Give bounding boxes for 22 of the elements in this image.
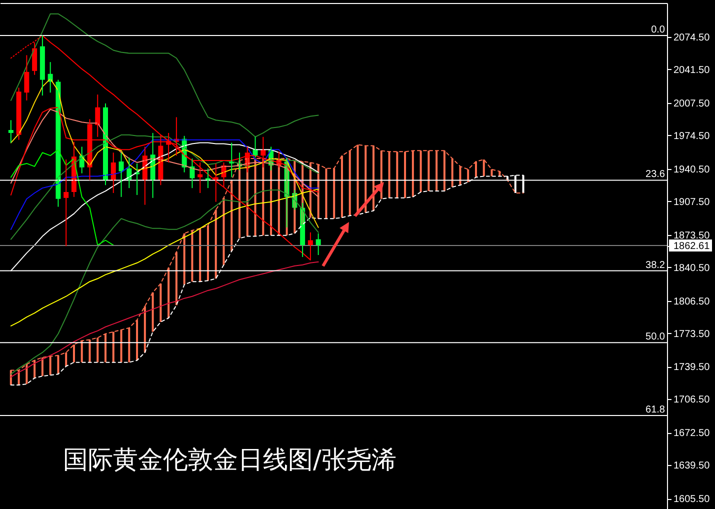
y-tick-label: 1605.50: [674, 494, 710, 506]
annotation: 61.8: [646, 404, 666, 416]
y-tick-label: 1672.50: [674, 428, 710, 440]
y-tick-label: 1706.50: [674, 394, 710, 406]
y-tick-label: 1974.50: [674, 130, 710, 142]
y-tick-label: 1840.50: [674, 262, 710, 274]
y-tick-label: 2074.50: [674, 32, 710, 44]
y-tick-label: 1940.50: [674, 164, 710, 176]
y-tick-label: 1862.61: [674, 241, 710, 252]
y-tick-label: 1739.50: [674, 362, 710, 374]
annotation: 0.0: [651, 24, 666, 36]
y-tick-label: 2041.50: [674, 64, 710, 76]
y-tick-label: 1907.50: [674, 196, 710, 208]
annotation: 50.0: [646, 332, 666, 343]
annotation: 38.2: [646, 260, 666, 271]
y-tick-label: 1873.50: [674, 230, 710, 242]
y-tick-label: 1639.50: [674, 460, 710, 472]
text: 国际黄金伦敦金日线图/张尧浠: [63, 445, 396, 474]
y-tick-label: 1806.50: [674, 296, 710, 308]
y-tick-label: 1773.50: [674, 328, 710, 340]
y-tick-label: 2007.50: [674, 98, 710, 110]
annotation: 23.6: [646, 169, 666, 180]
